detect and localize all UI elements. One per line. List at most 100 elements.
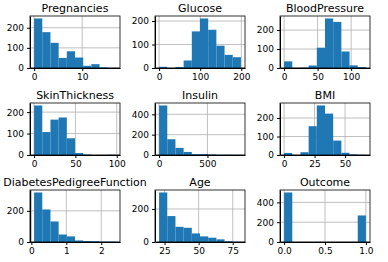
tick-mark: [152, 135, 155, 136]
tick-label: 100: [192, 72, 209, 82]
tick: 400: [132, 110, 155, 120]
bar: [300, 152, 308, 155]
tick: 200: [7, 108, 30, 118]
subplot: 0501000100200BloodPressure: [257, 2, 371, 82]
axis-line: [155, 17, 156, 69]
tick-label: 50: [70, 159, 82, 169]
tick-label: 0: [143, 237, 149, 247]
tick: 0: [143, 237, 155, 247]
tick: 75: [228, 242, 239, 256]
tick: 100: [132, 40, 155, 50]
tick-label: 100: [7, 129, 24, 139]
bar: [67, 236, 75, 242]
tick-label: 0: [29, 246, 35, 256]
tick-label: 100: [257, 44, 274, 54]
tick-mark: [277, 202, 280, 203]
tick: 0: [18, 150, 30, 160]
tick-label: 100: [343, 72, 360, 82]
axis-line: [30, 17, 31, 69]
tick: 50: [312, 68, 324, 82]
tick: 0: [282, 155, 288, 169]
frame: [280, 190, 370, 242]
title: Insulin: [182, 89, 218, 102]
tick-label: 25: [159, 246, 170, 256]
title: BMI: [315, 89, 335, 102]
bar: [42, 132, 50, 155]
tick-label: 0: [282, 159, 288, 169]
subplot: 2550750200Age: [132, 176, 246, 256]
tick: 50: [70, 155, 82, 169]
axis-line: [280, 17, 281, 69]
bar: [309, 126, 317, 155]
bar: [59, 58, 67, 68]
tick-mark: [315, 155, 316, 158]
tick-mark: [200, 68, 201, 71]
y-axis: 0200: [7, 191, 31, 248]
grid-line: [31, 190, 32, 242]
tick-mark: [366, 242, 367, 245]
tick: 0: [268, 237, 280, 247]
tick: 0: [282, 68, 288, 82]
tick-mark: [277, 118, 280, 119]
grid: [280, 16, 370, 68]
bar: [50, 43, 58, 68]
grid: [280, 190, 370, 242]
tick: 0: [157, 155, 163, 169]
tick-mark: [152, 242, 155, 243]
axis-line: [280, 191, 281, 243]
tick-label: 100: [109, 159, 126, 169]
frame: [155, 16, 245, 68]
bar: [34, 105, 42, 155]
bar: [233, 57, 241, 68]
grid-line: [155, 114, 245, 115]
bar: [67, 51, 75, 68]
tick-mark: [152, 45, 155, 46]
tick-mark: [159, 68, 160, 71]
tick-mark: [159, 155, 160, 158]
tick-mark: [27, 68, 30, 69]
tick-label: 500: [199, 159, 216, 169]
tick-mark: [27, 155, 30, 156]
x-axis: 0100200: [156, 68, 251, 82]
tick-mark: [75, 155, 76, 158]
tick-mark: [27, 28, 30, 29]
subplot: 0501000100200SkinThickness: [7, 89, 126, 169]
tick-label: 200: [7, 108, 24, 118]
bar: [325, 114, 333, 155]
tick-mark: [117, 155, 118, 158]
bar: [216, 46, 224, 68]
figure: 0100100200Pregnancies01002000100200Gluco…: [0, 0, 388, 262]
tick: 0: [32, 155, 38, 169]
bar: [159, 192, 167, 242]
title: BloodPressure: [286, 2, 364, 15]
tick-label: 400: [257, 198, 274, 208]
tick-label: 2: [99, 246, 105, 256]
bar: [159, 105, 167, 155]
tick-label: 75: [228, 246, 239, 256]
y-axis: 0100200: [257, 104, 281, 161]
tick: 100: [109, 155, 126, 169]
y-axis: 0100200: [132, 16, 156, 73]
tick-mark: [66, 242, 67, 245]
axis-line: [30, 191, 31, 243]
tick-mark: [34, 155, 35, 158]
title: Pregnancies: [42, 2, 109, 15]
tick-label: 200: [132, 204, 149, 214]
tick-label: 0: [32, 72, 38, 82]
subplot: 0120200DiabetesPedigreeFunction: [3, 176, 146, 256]
bar: [184, 152, 192, 155]
y-axis: 0100200: [7, 17, 31, 74]
bar: [325, 18, 333, 68]
tick-label: 0.0: [277, 246, 292, 256]
tick-mark: [277, 242, 280, 243]
tick: 200: [257, 113, 280, 123]
tick-mark: [27, 134, 30, 135]
frame: [30, 103, 120, 155]
grid: [155, 190, 245, 242]
tick: 100: [7, 43, 30, 53]
grid-line: [280, 222, 370, 223]
tick-label: 0: [268, 63, 274, 73]
tick: 2: [99, 242, 105, 256]
grid-line: [351, 16, 352, 68]
tick-label: 50: [193, 246, 205, 256]
